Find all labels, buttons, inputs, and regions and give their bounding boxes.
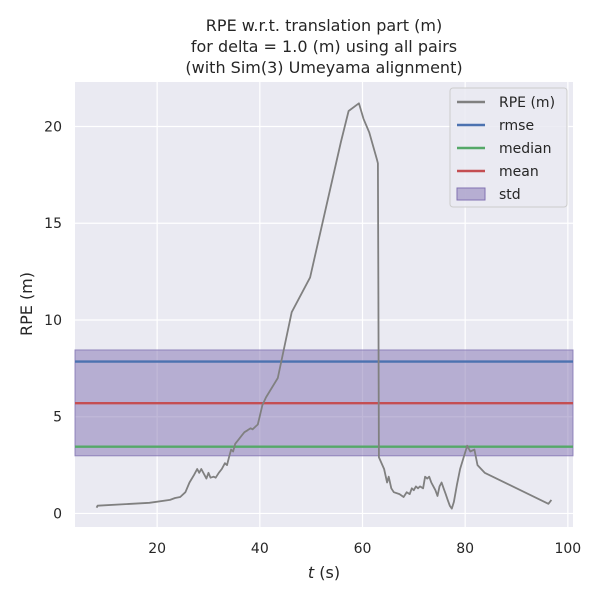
legend-label: mean [499, 164, 539, 180]
chart-title: RPE w.r.t. translation part (m) for delta… [185, 16, 462, 77]
x-tick-label: 80 [456, 541, 474, 557]
y-tick-labels: 0 5 10 15 20 [44, 120, 62, 523]
legend-label: RPE (m) [499, 95, 555, 111]
legend-swatch [456, 187, 486, 201]
stat-lines [75, 360, 573, 448]
x-tick-label: 20 [148, 541, 166, 557]
x-axis-label: t (s) [308, 563, 340, 582]
x-tick-labels: 20 40 60 80 100 [148, 541, 581, 557]
x-tick-label: 60 [354, 541, 372, 557]
title-line: RPE w.r.t. translation part (m) [206, 16, 442, 35]
y-tick-label: 5 [53, 410, 62, 426]
rpe-series-line [95, 102, 553, 510]
legend-box [449, 87, 568, 208]
x-tick-label: 100 [554, 541, 581, 557]
legend-label: median [499, 141, 551, 157]
series [95, 102, 553, 510]
title-line: for delta = 1.0 (m) using all pairs [191, 37, 457, 56]
y-tick-label: 0 [53, 506, 62, 522]
y-tick-label: 10 [44, 313, 62, 329]
y-tick-label: 20 [44, 120, 62, 136]
x-tick-label: 40 [251, 541, 269, 557]
y-axis-label: RPE (m) [17, 272, 36, 336]
legend-label: rmse [499, 118, 534, 134]
legend-label: std [499, 187, 521, 203]
y-tick-label: 15 [44, 216, 62, 232]
legend: RPE (m) rmse median mean std [449, 87, 568, 208]
title-line: (with Sim(3) Umeyama alignment) [185, 58, 462, 77]
